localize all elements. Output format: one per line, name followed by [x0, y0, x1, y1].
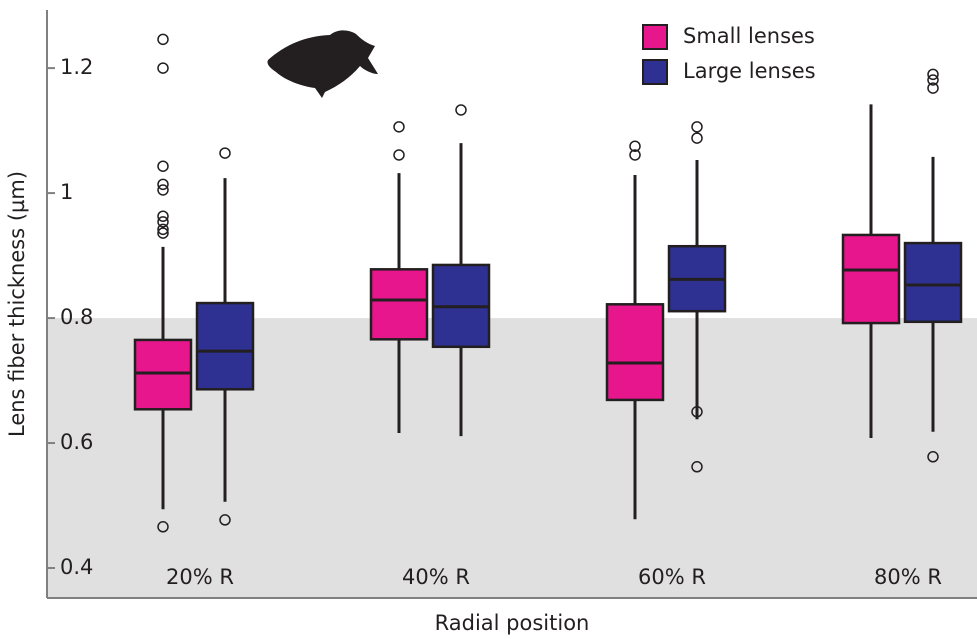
- legend-label: Small lenses: [683, 24, 815, 48]
- x-tick-label: 20% R: [166, 565, 234, 589]
- fish-silhouette: [267, 30, 378, 98]
- x-tick-label: 40% R: [402, 565, 470, 589]
- legend-swatch: [643, 25, 667, 49]
- y-tick-label: 1: [60, 180, 73, 204]
- x-axis-label: Radial position: [435, 611, 590, 635]
- chart: Lens fiber thickness (µm) Radial positio…: [0, 0, 977, 639]
- box: [607, 304, 663, 400]
- legend-label: Large lenses: [683, 59, 816, 83]
- box: [843, 235, 899, 323]
- box: [197, 303, 253, 389]
- outlier: [158, 34, 168, 44]
- outlier: [220, 148, 230, 158]
- outlier: [692, 133, 702, 143]
- box: [135, 340, 191, 409]
- y-tick-label: 0.4: [60, 555, 93, 579]
- outlier: [394, 122, 404, 132]
- box: [371, 269, 427, 339]
- outlier: [158, 161, 168, 171]
- y-tick-label: 0.6: [60, 430, 93, 454]
- outlier: [394, 150, 404, 160]
- outlier: [158, 63, 168, 73]
- legend-swatch: [643, 60, 667, 84]
- outlier: [692, 122, 702, 132]
- outlier: [456, 105, 466, 115]
- x-tick-label: 80% R: [874, 565, 942, 589]
- y-tick-label: 1.2: [60, 55, 93, 79]
- y-axis-label: Lens fiber thickness (µm): [5, 171, 29, 437]
- x-tick-label: 60% R: [638, 565, 706, 589]
- box: [905, 243, 961, 322]
- y-tick-label: 0.8: [60, 305, 93, 329]
